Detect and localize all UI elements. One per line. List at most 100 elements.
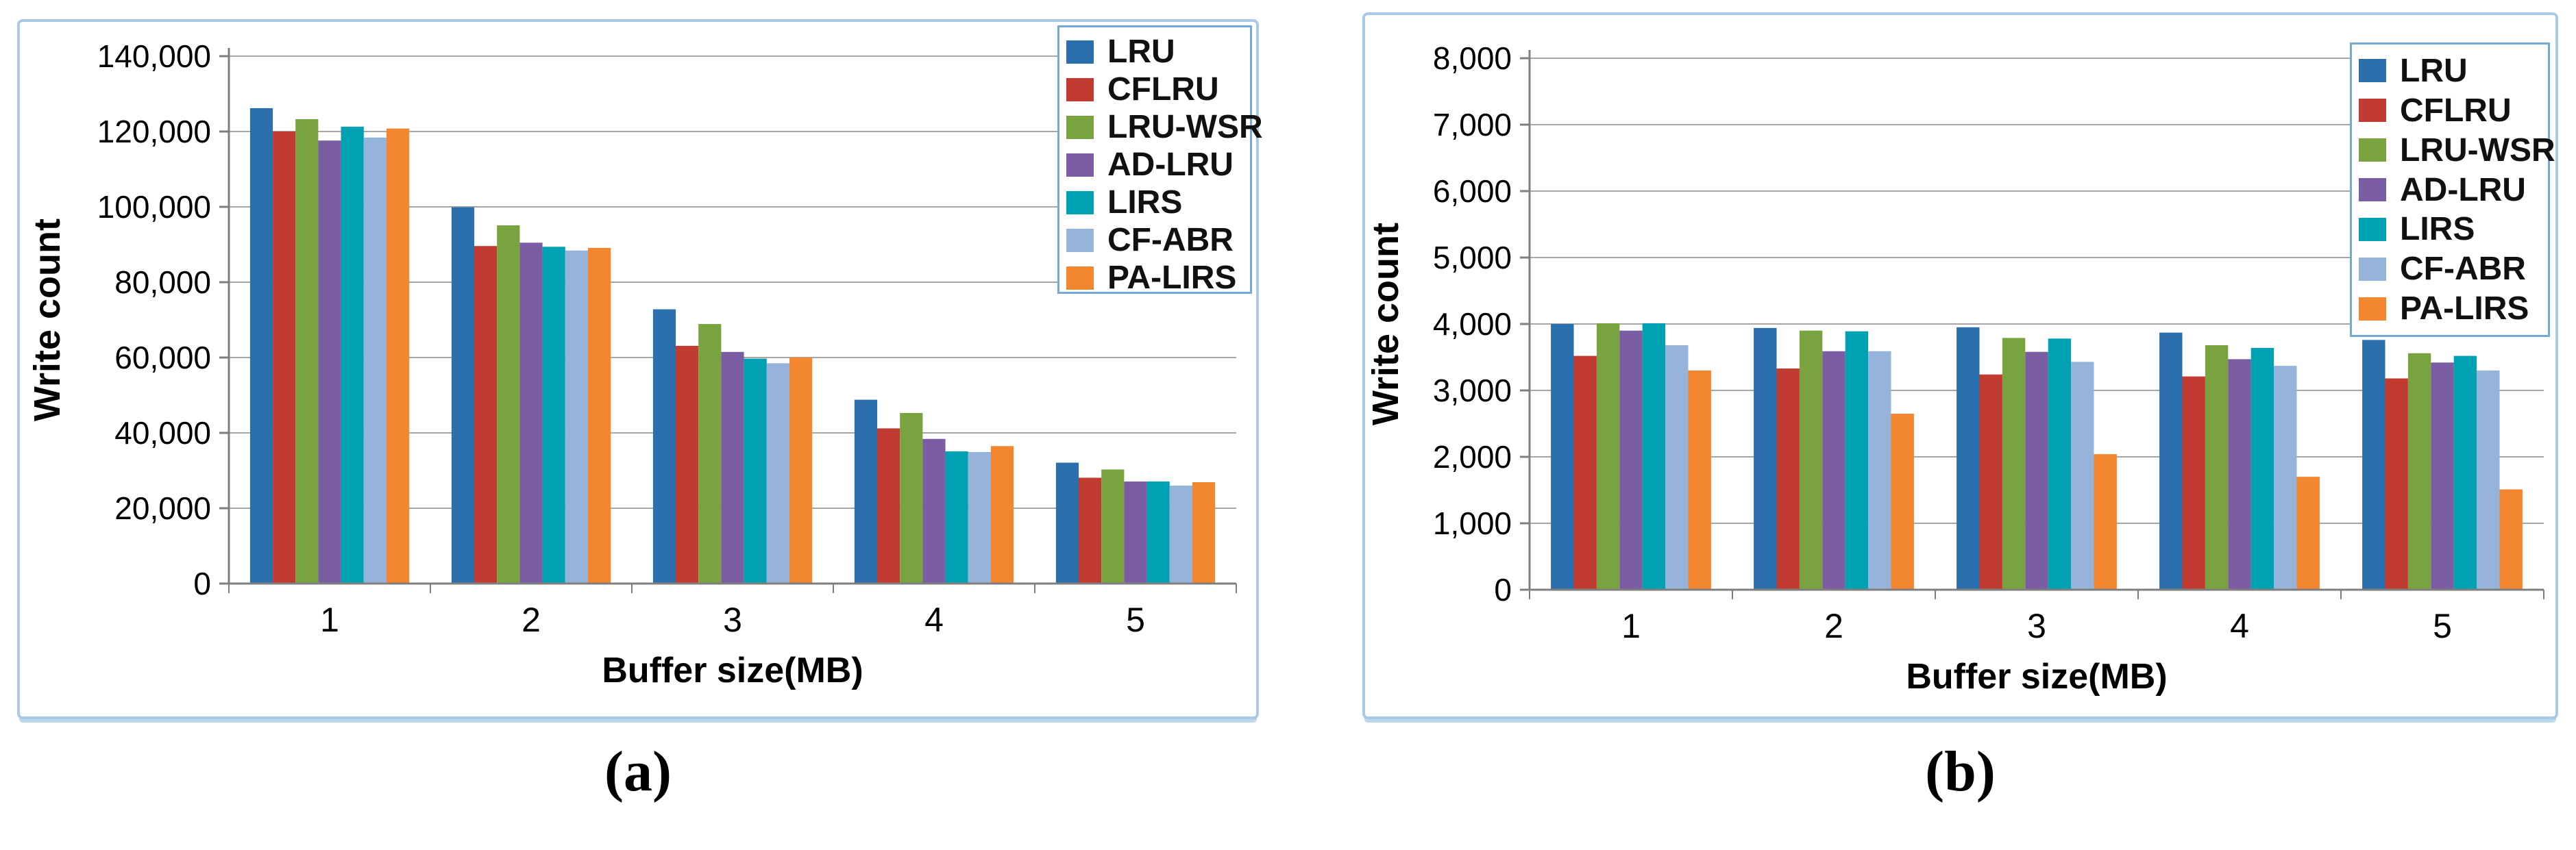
bar-a-LIRS-2 xyxy=(542,247,565,584)
bar-b-AD-LRU-5 xyxy=(2431,362,2454,590)
bar-b-PA-LIRS-1 xyxy=(1688,370,1711,590)
bar-b-LIRS-3 xyxy=(2048,338,2072,590)
legend-label: CF-ABR xyxy=(2400,251,2526,288)
y-tick-label: 140,000 xyxy=(97,38,211,74)
bar-b-LRU-WSR-4 xyxy=(2205,345,2229,590)
legend-item-LIRS: LIRS xyxy=(1066,184,1243,221)
bar-b-CF-ABR-5 xyxy=(2477,370,2500,590)
bar-a-LRU-WSR-5 xyxy=(1101,469,1125,584)
x-tick-label: 2 xyxy=(1824,607,1843,645)
legend-label: CF-ABR xyxy=(1107,222,1234,258)
bar-a-LRU-3 xyxy=(652,309,676,584)
y-axis-title: Write count xyxy=(1365,223,1406,425)
bar-b-LIRS-4 xyxy=(2250,347,2274,590)
bar-a-AD-LRU-3 xyxy=(721,351,744,584)
legend-item-AD-LRU: AD-LRU xyxy=(1066,146,1243,184)
bar-b-CFLRU-2 xyxy=(1776,368,1800,590)
legend-item-CF-ABR: CF-ABR xyxy=(2359,250,2541,288)
legend-swatch-CF-ABR xyxy=(1066,228,1094,252)
y-tick-label: 120,000 xyxy=(97,114,211,149)
bar-a-LRU-WSR-2 xyxy=(497,225,520,584)
y-tick-label: 6,000 xyxy=(1433,173,1512,209)
bar-b-AD-LRU-2 xyxy=(1822,351,1845,590)
y-tick-label: 8,000 xyxy=(1433,40,1512,76)
bar-a-LIRS-3 xyxy=(744,358,767,584)
caption-b: (b) xyxy=(1925,740,1996,803)
chart-panel-b: 0 1,000 2,000 3,000 4,000 5,000 6,000 7,000 8,00… xyxy=(1362,12,2558,719)
bar-b-LRU-2 xyxy=(1754,327,1777,590)
bar-a-PA-LIRS-5 xyxy=(1192,482,1216,584)
legend-b: LRU CFLRU LRU-WSR AD-LRU LIRS CF-ABR PA-LIRS xyxy=(2350,42,2555,337)
y-tick-label: 2,000 xyxy=(1433,439,1512,475)
legend-swatch-LIRS xyxy=(2359,217,2386,241)
legend-swatch-PA-LIRS xyxy=(2359,297,2386,321)
bar-a-CF-ABR-3 xyxy=(766,363,789,584)
legend-swatch-PA-LIRS xyxy=(1066,266,1094,290)
bar-a-PA-LIRS-2 xyxy=(588,247,611,584)
y-tick-label: 5,000 xyxy=(1433,240,1512,275)
bar-chart-a: 0 20,000 40,000 60,000 80,000 100,000 120,000 1… xyxy=(27,38,1237,690)
bar-b-CF-ABR-4 xyxy=(2274,366,2297,590)
bar-a-AD-LRU-5 xyxy=(1124,482,1147,584)
legend-swatch-LRU-WSR xyxy=(2359,138,2386,162)
bar-b-LRU-WSR-1 xyxy=(1596,323,1620,590)
bar-b-LRU-WSR-2 xyxy=(1799,330,1823,590)
bar-b-CF-ABR-1 xyxy=(1665,345,1689,590)
bar-b-CFLRU-3 xyxy=(1979,374,2002,590)
legend-swatch-LRU xyxy=(1066,40,1094,64)
legend-swatch-LRU xyxy=(2359,59,2386,83)
y-tick-label: 3,000 xyxy=(1433,373,1512,408)
legend-label: PA-LIRS xyxy=(2400,290,2529,327)
bar-b-LIRS-2 xyxy=(1845,331,1869,590)
x-axis-title: Buffer size(MB) xyxy=(602,651,863,690)
bar-a-AD-LRU-1 xyxy=(318,140,341,584)
bar-a-LIRS-1 xyxy=(341,126,364,584)
bar-a-PA-LIRS-3 xyxy=(789,358,813,584)
y-tick-label: 1,000 xyxy=(1433,505,1512,541)
bar-a-LRU-4 xyxy=(854,399,878,584)
bar-b-CFLRU-1 xyxy=(1573,355,1597,590)
bar-a-LRU-WSR-4 xyxy=(900,412,923,584)
chart-panel-a: 0 20,000 40,000 60,000 80,000 100,000 120,000 1… xyxy=(17,19,1263,719)
legend-swatch-AD-LRU xyxy=(1066,153,1094,177)
bar-b-PA-LIRS-2 xyxy=(1891,414,1914,590)
bar-b-LRU-5 xyxy=(2362,340,2385,590)
bar-b-CF-ABR-2 xyxy=(1868,351,1891,590)
bar-b-LRU-1 xyxy=(1551,324,1574,590)
legend-item-LIRS: LIRS xyxy=(2359,210,2541,248)
legend-item-LRU: LRU xyxy=(2359,52,2541,90)
bar-b-LRU-4 xyxy=(2159,332,2183,590)
y-tick-label: 60,000 xyxy=(114,340,211,375)
bar-a-LRU-WSR-1 xyxy=(295,118,319,584)
x-tick-label: 3 xyxy=(723,601,742,639)
bar-a-CF-ABR-4 xyxy=(968,452,991,584)
bar-a-CF-ABR-5 xyxy=(1169,486,1192,584)
bar-a-CFLRU-2 xyxy=(474,246,498,584)
x-axis-title: Buffer size(MB) xyxy=(1906,657,2167,697)
legend-label: LIRS xyxy=(2400,211,2475,248)
y-tick-label: 80,000 xyxy=(114,264,211,300)
legend-label: LRU xyxy=(2400,52,2468,89)
bar-b-CFLRU-4 xyxy=(2182,376,2205,590)
y-tick-label: 7,000 xyxy=(1433,107,1512,142)
x-tick-label: 5 xyxy=(2433,607,2452,645)
bar-b-LRU-3 xyxy=(1956,327,1980,590)
bar-a-PA-LIRS-4 xyxy=(990,446,1014,584)
bar-a-LIRS-4 xyxy=(945,451,968,584)
legend-label: PA-LIRS xyxy=(1107,260,1237,296)
x-tick-label: 4 xyxy=(924,601,944,639)
bar-a-CFLRU-5 xyxy=(1079,477,1102,584)
bar-b-LIRS-5 xyxy=(2453,355,2477,590)
bar-b-LIRS-1 xyxy=(1642,323,1666,590)
y-tick-label: 0 xyxy=(1494,572,1512,608)
caption-a: (a) xyxy=(604,740,672,803)
legend-item-CFLRU: CFLRU xyxy=(2359,92,2541,129)
legend-item-AD-LRU: AD-LRU xyxy=(2359,171,2541,209)
bar-a-CFLRU-1 xyxy=(273,132,296,584)
x-tick-label: 1 xyxy=(1621,607,1641,645)
legend-label: LRU-WSR xyxy=(1107,109,1263,145)
x-tick-label: 4 xyxy=(2230,607,2249,645)
bar-a-LRU-2 xyxy=(451,207,475,584)
x-tick-label: 2 xyxy=(522,601,541,639)
legend-label: AD-LRU xyxy=(2400,171,2526,208)
